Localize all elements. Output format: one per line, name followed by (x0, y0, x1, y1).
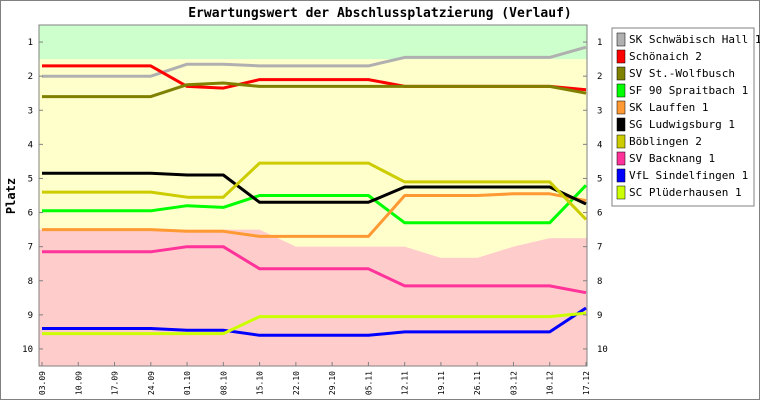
legend-label: VfL Sindelfingen 1 (629, 169, 748, 182)
x-tick-label: 22.10 (292, 371, 301, 395)
x-tick-label: 10.09 (74, 371, 83, 395)
y-tick-label: 5 (28, 174, 33, 184)
series-line-vfl-sindelfingen-1 (42, 306, 587, 337)
legend-swatch (616, 32, 626, 47)
x-tick-label: 12.11 (401, 371, 410, 395)
x-tick-label: 05.11 (364, 371, 373, 395)
series-line-b-blingen-2 (42, 161, 588, 221)
x-tick-label: 24.09 (147, 371, 156, 395)
legend-label: SV St.-Wolfbusch (629, 67, 735, 80)
y-ticks-left: 1 2 3 4 5 6 7 8 9 10 (22, 38, 43, 355)
legend-swatch (616, 100, 626, 115)
legend-swatch (616, 66, 626, 81)
x-ticks: 03.09 10.09 17.09 24.09 01.10 08.10 15.10 22.10… (38, 362, 591, 395)
legend-box (611, 27, 755, 207)
x-tick-label: 10.12 (546, 371, 555, 395)
x-tick-label: 08.10 (219, 371, 228, 395)
series-lines (42, 45, 588, 337)
x-tick-label: 19.11 (437, 371, 446, 395)
legend-swatch (616, 83, 626, 98)
legend: SK Schwäbisch Hall 1 Schönaich 2 SV St.-Wo… (611, 27, 760, 207)
x-tick-label: 15.10 (256, 371, 265, 395)
y-tick-label-right: 10 (597, 345, 608, 355)
x-tick-label: 03.09 (38, 371, 47, 395)
zone-promotion (39, 25, 587, 60)
plot-frame (38, 24, 588, 367)
x-tick-label: 29.10 (328, 371, 337, 395)
legend-swatch (616, 117, 626, 132)
y-tick-label: 6 (28, 209, 33, 219)
legend-swatch (616, 134, 626, 149)
y-tick-label-right: 5 (597, 174, 602, 184)
y-tick-label-right: 2 (597, 72, 602, 82)
chart-title: Erwartungswert der Abschlussplatzierung … (188, 6, 572, 21)
series-line-sv-backnang-1 (42, 245, 587, 295)
series-line-sv-st-wolfbusch (42, 81, 587, 99)
y-tick-label: 4 (28, 140, 33, 150)
y-tick-label-right: 4 (597, 140, 602, 150)
zone-relegation (39, 229, 587, 366)
series-line-sc-pl-derhausen-1 (42, 311, 587, 336)
legend-label: SF 90 Spraitbach 1 (629, 84, 748, 97)
legend-swatch (616, 151, 626, 166)
y-tick-label-right: 3 (597, 106, 602, 116)
legend-label: SK Schwäbisch Hall 1 (629, 33, 760, 46)
legend-label: SK Lauffen 1 (629, 101, 708, 114)
series-line-sf-90-spraitbach-1 (42, 184, 588, 225)
y-tick-label-right: 6 (597, 209, 602, 219)
y-axis-label: Platz (4, 178, 18, 214)
y-tick-label-right: 1 (597, 38, 602, 48)
x-tick-label: 01.10 (183, 371, 192, 395)
y-tick-label: 7 (28, 243, 33, 253)
x-tick-label: 17.12 (582, 371, 591, 395)
y-tick-label-right: 9 (597, 311, 602, 321)
legend-label: SV Backnang 1 (629, 152, 715, 165)
y-tick-label-right: 7 (597, 243, 602, 253)
legend-swatch (616, 168, 626, 183)
series-line-sk-schw-bisch-hall-1 (42, 45, 587, 78)
y-ticks-right: 1 2 3 4 5 6 7 8 9 10 (583, 38, 608, 355)
y-tick-label: 10 (22, 345, 33, 355)
legend-label: Schönaich 2 (629, 50, 702, 63)
legend-label: Böblingen 2 (629, 135, 702, 148)
legend-label: SC Plüderhausen 1 (629, 186, 742, 199)
y-tick-label: 9 (28, 311, 33, 321)
legend-label: SG Ludwigsburg 1 (629, 118, 735, 131)
y-tick-label: 1 (28, 38, 33, 48)
y-tick-label-right: 8 (597, 277, 602, 287)
legend-swatch (616, 49, 626, 64)
y-tick-label: 2 (28, 72, 33, 82)
y-tick-label: 8 (28, 277, 33, 287)
x-tick-label: 17.09 (111, 371, 120, 395)
series-line-sg-ludwigsburg-1 (42, 171, 587, 206)
x-tick-label: 26.11 (473, 371, 482, 395)
y-tick-label: 3 (28, 106, 33, 116)
x-tick-label: 03.12 (509, 371, 518, 395)
series-line-sk-lauffen-1 (42, 192, 587, 238)
legend-swatch (616, 185, 626, 200)
